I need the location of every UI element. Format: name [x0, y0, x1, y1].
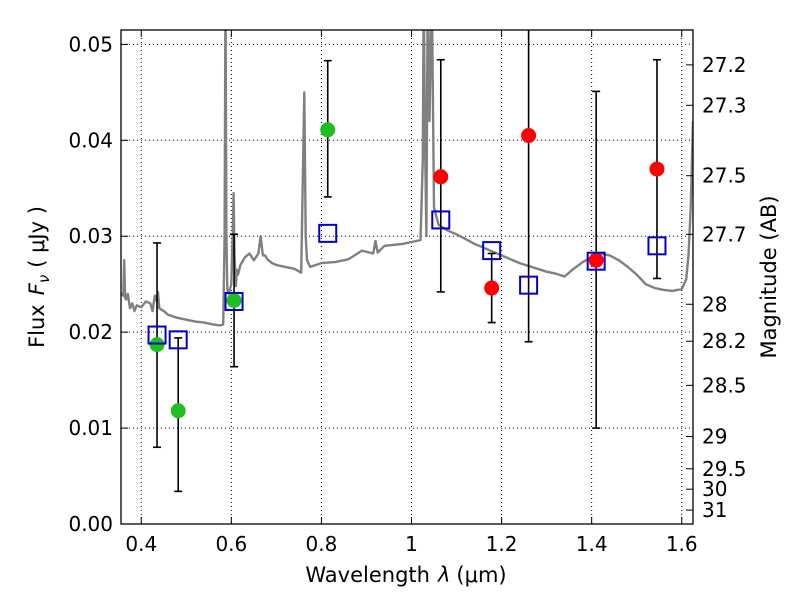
observed-point-red	[433, 169, 449, 185]
magnitude-tick-label: 27.5	[702, 164, 747, 188]
spectrum-layer	[121, 30, 693, 327]
model-point-square	[431, 210, 451, 230]
magnitude-tick-label: 28	[702, 292, 727, 316]
magnitude-tick-label: 31	[702, 498, 727, 522]
y-tick-label: 0.03	[68, 224, 113, 248]
model-point-square	[147, 325, 167, 345]
model-point-square	[647, 236, 667, 256]
model-point-square	[224, 291, 244, 311]
model-point-square	[168, 330, 188, 350]
x-tick-label: 0.6	[215, 532, 247, 556]
magnitude-axis-label: Magnitude (AB)	[757, 195, 781, 358]
y-axis-ticks: 0.00 0.01 0.02 0.03 0.04 0.05	[68, 32, 128, 536]
magnitude-tick-label: 27.2	[702, 53, 747, 77]
magnitude-tick-label: 30	[702, 477, 727, 501]
magnitude-tick-label: 28.5	[702, 373, 747, 397]
x-tick-label: 0.4	[125, 532, 157, 556]
x-axis-label: Wavelength λ (μm)	[305, 563, 506, 587]
x-tick-label: 1.4	[576, 532, 608, 556]
magnitude-tick-label: 29	[702, 425, 727, 449]
observed-point-red	[588, 252, 604, 268]
magnitude-tick-label: 29.5	[702, 457, 747, 481]
sed-spectrum-line	[121, 30, 693, 327]
x-tick-label: 0.8	[306, 532, 338, 556]
observed-point-green	[320, 122, 336, 138]
model-point-square	[482, 241, 502, 261]
y-tick-label: 0.02	[68, 320, 113, 344]
y-tick-label: 0.04	[68, 128, 113, 152]
x-tick-label: 1.2	[486, 532, 518, 556]
x-axis-ticks: 0.4 0.6 0.8 1 1.2 1.4 1.6	[125, 30, 698, 556]
markers-layer	[147, 122, 667, 419]
y-axis-label: FluxFν( μJy )	[25, 206, 53, 348]
y-tick-label: 0.05	[68, 32, 113, 56]
y-tick-label: 0.00	[68, 512, 113, 536]
observed-point-red	[521, 128, 537, 144]
plot-frame	[120, 29, 694, 525]
observed-point-red	[649, 161, 665, 177]
observed-point-red	[484, 280, 500, 296]
observed-point-green	[149, 337, 165, 353]
model-point-square	[318, 223, 338, 243]
x-tick-label: 1.6	[666, 532, 698, 556]
plot-background	[121, 30, 693, 524]
y-tick-label: 0.01	[68, 416, 113, 440]
magnitude-tick-label: 28.2	[702, 329, 747, 353]
model-point-square	[586, 251, 606, 271]
observed-point-green	[226, 293, 242, 309]
magnitude-tick-label: 27.3	[702, 93, 747, 117]
observed-point-green	[170, 403, 186, 419]
magnitude-tick-label: 27.7	[702, 222, 747, 246]
model-point-square	[519, 275, 539, 295]
x-tick-label: 1	[405, 532, 418, 556]
